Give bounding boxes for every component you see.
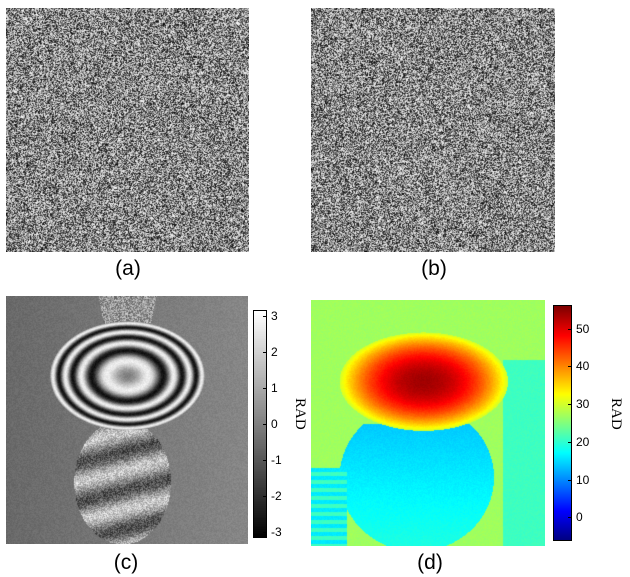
caption-d: (d): [417, 551, 443, 574]
colorbar-d-tickmark: [568, 329, 571, 330]
colorbar-d-tick-label: 10: [576, 473, 590, 487]
colorbar-c: [253, 310, 267, 538]
caption-c: (c): [113, 551, 139, 574]
colorbar-c-tick-label: -3: [271, 525, 282, 539]
colorbar-c-tickmark: [263, 496, 266, 497]
colorbar-c-tickmark: [263, 532, 266, 533]
speckle-image-b: [311, 8, 555, 252]
caption-a: (a): [115, 257, 141, 280]
colorbar-c-tickmark: [263, 424, 266, 425]
colorbar-d-tickmark: [568, 442, 571, 443]
speckle-image-a: [6, 8, 249, 252]
caption-b: (b): [421, 257, 447, 280]
colorbar-d-tick-label: 0: [576, 510, 583, 524]
colorbar-d-tickmark: [568, 404, 571, 405]
wrapped-phase-image-c: [6, 296, 248, 544]
colorbar-c-tickmark: [263, 460, 266, 461]
colorbar-d: [553, 305, 572, 541]
colorbar-d-tickmark: [568, 480, 571, 481]
colorbar-d-label: RAD: [608, 398, 624, 430]
colorbar-d-tickmark: [568, 366, 571, 367]
colorbar-c-tickmark: [263, 352, 266, 353]
colorbar-c-tickmark: [263, 388, 266, 389]
colorbar-c-tickmark: [263, 316, 266, 317]
colorbar-d-tick-label: 50: [576, 322, 590, 336]
colorbar-c-label: RAD: [292, 398, 308, 430]
colorbar-d-tick-label: 30: [576, 397, 590, 411]
unwrapped-phase-image-d: [311, 300, 545, 546]
colorbar-c-tick-label: 0: [271, 417, 278, 431]
colorbar-c-tick-label: 3: [271, 309, 278, 323]
colorbar-c-tick-label: 1: [271, 381, 278, 395]
colorbar-d-tickmark: [568, 517, 571, 518]
colorbar-c-tick-label: -1: [271, 453, 282, 467]
colorbar-c-tick-label: -2: [271, 489, 282, 503]
colorbar-d-tick-label: 20: [576, 435, 590, 449]
colorbar-c-tick-label: 2: [271, 345, 278, 359]
colorbar-d-tick-label: 40: [576, 359, 590, 373]
